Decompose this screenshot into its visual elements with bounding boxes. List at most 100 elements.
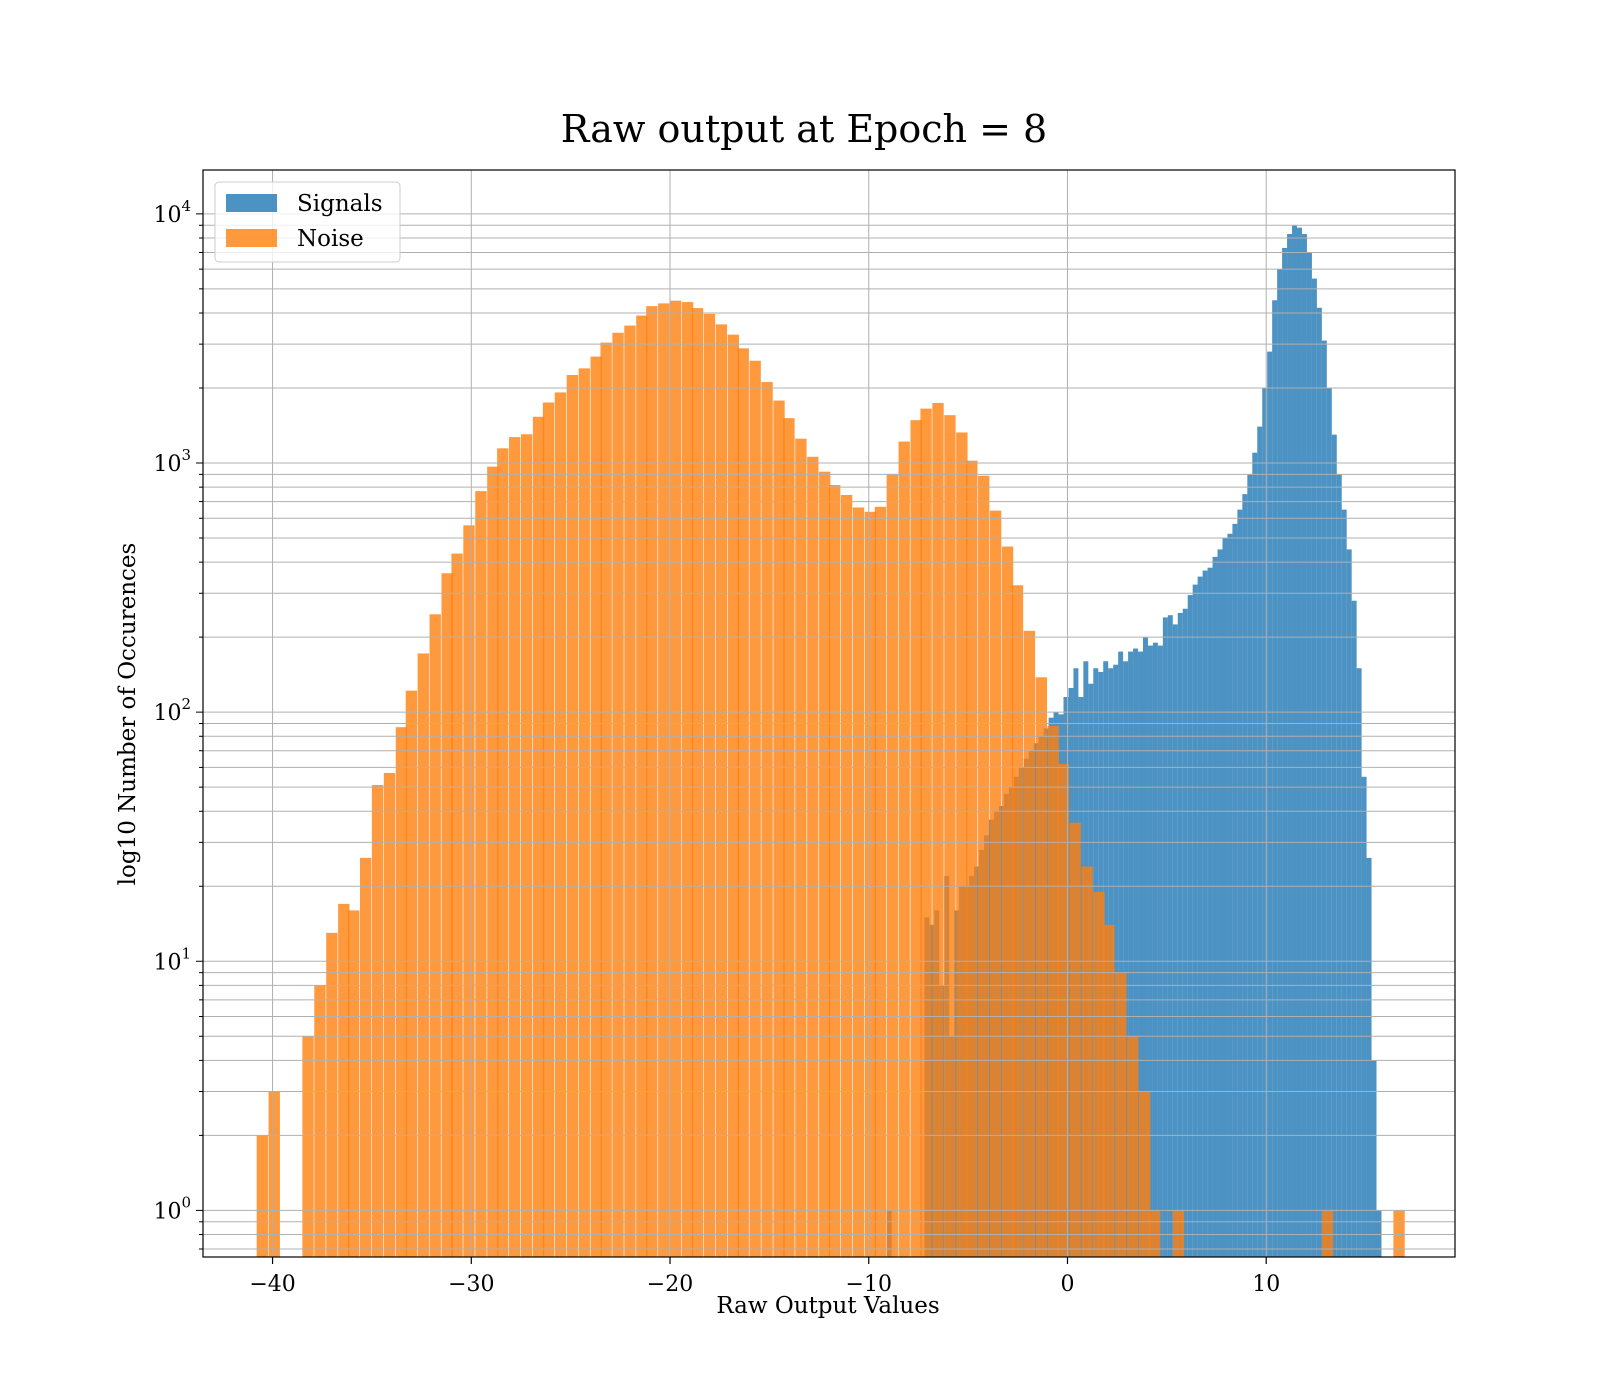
y-tick-exponent: 3 xyxy=(181,446,191,464)
noise-bar xyxy=(1393,1210,1405,1257)
noise-bar xyxy=(989,510,1002,1257)
noise-bar xyxy=(497,448,509,1257)
signals-bar xyxy=(1321,340,1327,1257)
signals-bar xyxy=(1262,388,1268,1257)
noise-bar xyxy=(829,485,841,1257)
noise-bar xyxy=(338,903,350,1257)
signals-bar xyxy=(929,924,935,1257)
noise-bar xyxy=(578,368,590,1257)
signals-bar xyxy=(1237,509,1243,1257)
signals-bar xyxy=(1152,642,1158,1257)
noise-bar xyxy=(658,303,670,1257)
signals-bar xyxy=(1227,533,1233,1257)
noise-bar xyxy=(1127,1036,1139,1257)
y-tick-base: 10 xyxy=(153,452,181,477)
x-tick-label: −20 xyxy=(647,1272,693,1297)
x-tick-label: −40 xyxy=(249,1272,295,1297)
noise-bar xyxy=(1115,972,1127,1257)
signals-bar xyxy=(1311,278,1317,1257)
noise-bar xyxy=(566,375,579,1257)
legend-label-noise: Noise xyxy=(297,226,364,252)
signals-bar xyxy=(1247,474,1253,1257)
x-tick-label: −10 xyxy=(846,1272,892,1297)
noise-bar xyxy=(1011,585,1024,1257)
noise-bar xyxy=(509,437,521,1257)
signals-bar xyxy=(1147,645,1153,1257)
y-axis-label: log10 Number of Occurences xyxy=(115,543,141,886)
noise-bar xyxy=(978,475,990,1257)
legend-label-signals: Signals xyxy=(297,191,383,217)
noise-bar xyxy=(727,334,739,1257)
noise-bar xyxy=(737,348,749,1257)
noise-bar xyxy=(852,507,865,1257)
noise-bar xyxy=(600,342,612,1257)
noise-bar xyxy=(840,495,853,1257)
noise-bar xyxy=(646,306,658,1257)
noise-bar xyxy=(326,932,338,1257)
y-tick-label: 101 xyxy=(153,944,191,975)
signals-bar xyxy=(1297,227,1302,1257)
signals-bar xyxy=(1376,1210,1382,1257)
noise-bar xyxy=(1035,677,1048,1257)
y-tick-base: 10 xyxy=(153,950,181,975)
signals-bar xyxy=(1292,225,1298,1257)
noise-bar xyxy=(1139,1091,1151,1257)
noise-bar xyxy=(795,438,807,1257)
noise-bar xyxy=(463,525,475,1257)
y-tick-label: 103 xyxy=(153,446,191,477)
signals-bar xyxy=(1167,615,1173,1257)
signals-bar xyxy=(1177,612,1183,1257)
signals-bar xyxy=(1133,648,1139,1257)
signals-bar xyxy=(1287,234,1293,1257)
signals-bar xyxy=(1192,584,1198,1257)
noise-bar xyxy=(956,432,968,1257)
noise-bar xyxy=(417,653,429,1257)
noise-bar xyxy=(268,1091,280,1257)
noise-bar xyxy=(383,772,396,1257)
noise-bar xyxy=(1001,546,1014,1257)
signals-bar xyxy=(1371,1060,1377,1257)
noise-bar xyxy=(1057,763,1069,1257)
noise-bar xyxy=(532,416,545,1257)
noise-bar xyxy=(371,784,384,1257)
signals-bar xyxy=(1242,494,1248,1257)
noise-bar xyxy=(874,506,887,1257)
y-tick-label: 104 xyxy=(153,197,191,228)
noise-bar xyxy=(1023,630,1036,1257)
signals-bar xyxy=(1361,776,1367,1257)
signals-bar xyxy=(1202,570,1208,1257)
legend: Signals Noise xyxy=(214,181,401,263)
signals-bar xyxy=(1306,252,1312,1257)
signals-bar xyxy=(1118,651,1124,1257)
y-tick-exponent: 2 xyxy=(181,695,191,713)
noise-bar xyxy=(429,614,441,1257)
signals-bar xyxy=(1272,300,1278,1257)
noise-bar xyxy=(554,392,567,1257)
y-tick-exponent: 0 xyxy=(181,1193,191,1211)
signals-bar xyxy=(1277,269,1283,1257)
noise-bar xyxy=(405,690,418,1257)
series-noise xyxy=(256,300,1405,1257)
noise-bar xyxy=(624,325,636,1257)
noise-bar xyxy=(1047,725,1059,1257)
signals-bar xyxy=(1267,351,1273,1257)
noise-bar xyxy=(864,511,877,1257)
signals-bar xyxy=(1257,426,1263,1257)
noise-bar xyxy=(1321,1210,1334,1257)
noise-bar xyxy=(920,408,932,1257)
y-tick-exponent: 4 xyxy=(181,197,191,215)
signals-bar xyxy=(998,805,1004,1257)
noise-bar xyxy=(691,308,704,1257)
y-tick-label: 102 xyxy=(153,695,191,726)
chart-title: Raw output at Epoch = 8 xyxy=(561,107,1047,151)
signals-bar xyxy=(1197,576,1203,1257)
signals-bar xyxy=(1128,651,1134,1257)
noise-bar xyxy=(612,332,624,1257)
signals-bar xyxy=(1212,556,1218,1257)
noise-bar xyxy=(451,553,463,1257)
signals-bar xyxy=(1157,645,1163,1257)
signals-bar xyxy=(1366,857,1372,1257)
legend-swatch-signals xyxy=(226,194,277,212)
noise-bar xyxy=(670,300,682,1257)
y-tick-label: 100 xyxy=(153,1193,191,1224)
